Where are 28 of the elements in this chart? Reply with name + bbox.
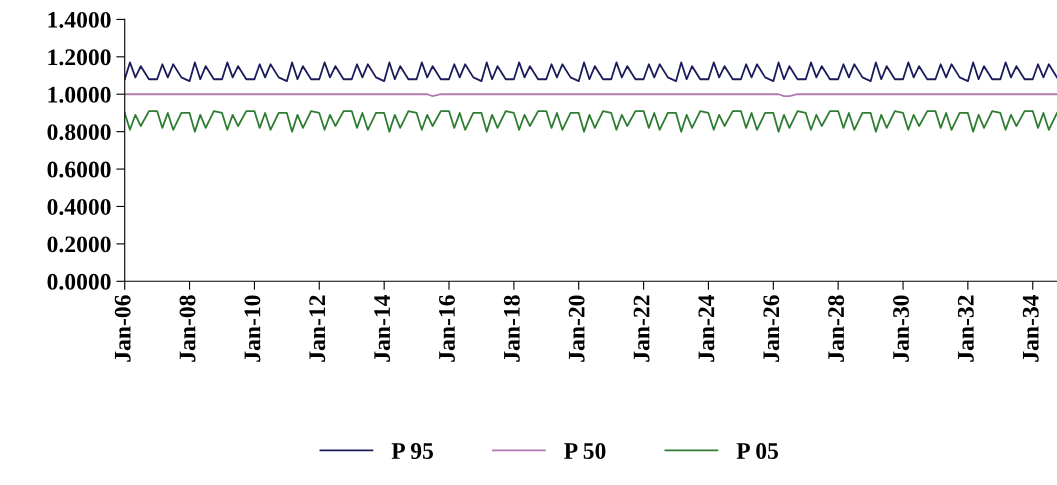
x-tick-label: Jan-22: [633, 295, 650, 362]
y-tick-label: 0.4000: [47, 198, 111, 215]
y-tick-label: 0.8000: [47, 124, 111, 141]
x-tick-label: Jan-20: [568, 295, 585, 362]
x-tick-label: Jan-28: [828, 295, 845, 362]
x-tick-label: Jan-06: [114, 295, 131, 362]
x-tick-label: Jan-24: [698, 294, 715, 362]
x-tick-label: Jan-30: [893, 295, 909, 362]
x-tick-label: Jan-10: [244, 295, 261, 362]
line-series: [124, 61, 1057, 83]
line-series: [124, 110, 1057, 133]
legend-label: P 95: [391, 443, 434, 459]
y-tick-label: 1.2000: [48, 49, 111, 66]
legend-label: P 50: [564, 443, 606, 459]
legend-label: P 05: [736, 443, 779, 459]
x-tick-label: Jan-18: [503, 295, 520, 362]
x-tick-label: Jan-26: [763, 295, 780, 362]
x-tick-label: Jan-16: [439, 295, 455, 362]
x-tick-label: Jan-32: [957, 295, 974, 362]
x-tick-label: Jan-14: [374, 294, 391, 362]
y-tick-label: 0.6000: [47, 161, 111, 178]
y-tick-label: 1.4000: [48, 11, 111, 28]
y-tick-label: 1.0000: [48, 86, 111, 103]
x-tick-label: Jan-12: [309, 295, 326, 362]
y-tick-label: 0.2000: [47, 236, 111, 253]
x-tick-label: Jan-34: [1022, 294, 1039, 362]
y-tick-label: 0.0000: [47, 273, 111, 290]
x-tick-label: Jan-08: [179, 295, 196, 362]
